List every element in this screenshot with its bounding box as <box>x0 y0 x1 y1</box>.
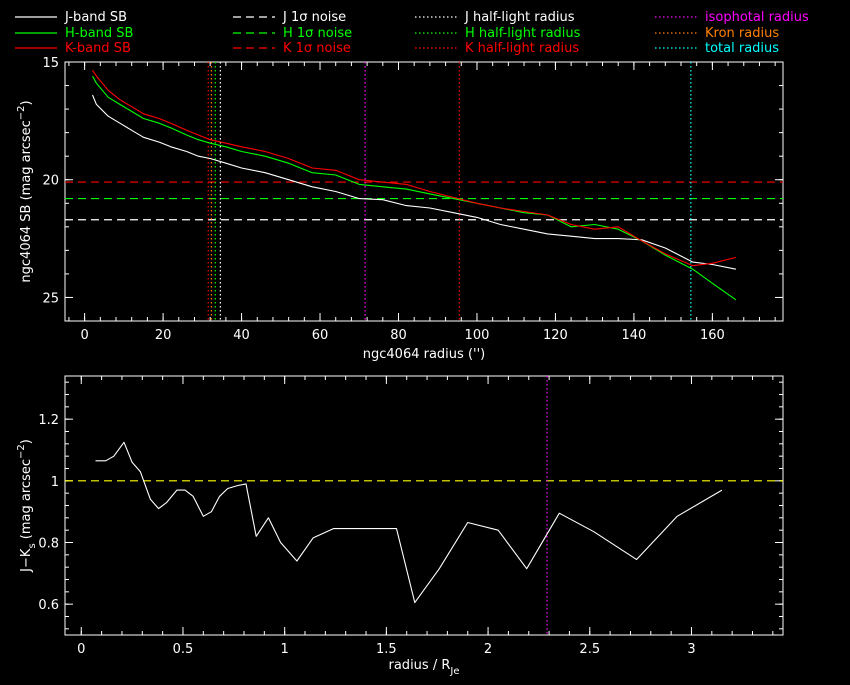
x-tick-label: 60 <box>312 328 329 343</box>
y-axis-label-sub: s <box>27 543 38 548</box>
y-axis-label-close: ) <box>19 439 34 444</box>
color-profile-panel: 0 0.5 1 1.5 2 2.5 3 0.6 0.8 1 1.2 radius / RJe J−Ks … <box>16 375 784 677</box>
legend-entry-k-1-noise: K 1σ noise <box>233 41 351 56</box>
legend-entry-j-1-noise: J 1σ noise <box>233 10 346 25</box>
legend-entry-h-half-light-radius: H half-light radius <box>415 26 581 41</box>
x-tick-label: 80 <box>390 328 407 343</box>
x-tick-label: 1.5 <box>376 642 397 657</box>
x-tick-label: 0 <box>80 328 88 343</box>
x-tick-label: 100 <box>465 328 490 343</box>
y-axis-label-text: J−K <box>19 548 34 573</box>
y-tick-label: 1 <box>51 475 59 490</box>
legend-entry-k-band-sb: K-band SB <box>15 41 131 56</box>
y-tick-label: 15 <box>42 56 59 71</box>
y-axis-label-rest: (mag arcsec <box>19 459 34 543</box>
legend-entry-h-band-sb: H-band SB <box>15 26 133 41</box>
legend-entry-total-radius: total radius <box>655 41 779 56</box>
y-tick-label: 20 <box>42 174 59 189</box>
x-tick-label: 2 <box>484 642 492 657</box>
legend-label: H 1σ noise <box>283 26 352 41</box>
legend-label: total radius <box>705 41 779 56</box>
x-tick-label: 3 <box>687 642 695 657</box>
legend-label: K 1σ noise <box>283 41 351 56</box>
legend-label: K-band SB <box>65 41 131 56</box>
legend-label: J-band SB <box>64 10 127 25</box>
series-line-j-k <box>95 441 723 604</box>
legend-entry-j-half-light-radius: J half-light radius <box>415 10 575 25</box>
x-tick-label: 0.5 <box>173 642 194 657</box>
x-tick-label: 120 <box>543 328 568 343</box>
x-tick-label: 0 <box>77 642 85 657</box>
x-axis-label: radius / RJe <box>389 658 460 677</box>
x-axis-label: ngc4064 radius ('') <box>363 347 485 362</box>
y-tick-label: 0.8 <box>38 537 59 552</box>
x-tick-label: 2.5 <box>579 642 600 657</box>
series-line-k-band-sb <box>92 69 737 267</box>
y-axis-label: J−Ks (mag arcsec−2) <box>16 439 38 573</box>
x-axis-label-sub: Je <box>449 666 459 677</box>
sb-profile-panel: 0 20 40 60 80 100 120 140 160 15 20 25 ngc4064 radiu… <box>16 56 784 362</box>
legend-entry-kron-radius: Kron radius <box>655 26 779 41</box>
legend-label: H half-light radius <box>465 26 581 41</box>
x-tick-label: 140 <box>621 328 646 343</box>
legend-label: Kron radius <box>705 26 779 41</box>
x-tick-label: 40 <box>233 328 250 343</box>
legend-label: K half-light radius <box>465 41 579 56</box>
legend-entry-h-1-noise: H 1σ noise <box>233 26 352 41</box>
y-axis-label-sup: −2 <box>16 105 27 120</box>
y-axis-label-sup: −2 <box>16 444 27 459</box>
legend-entry-j-band-sb: J-band SB <box>15 10 127 25</box>
x-tick-label: 160 <box>700 328 725 343</box>
plot-area <box>65 62 783 321</box>
plot-frame <box>64 61 784 322</box>
legend-label: H-band SB <box>65 26 133 41</box>
series-line-j-band-sb <box>91 94 737 270</box>
x-axis-label-text: ngc4064 radius ('') <box>363 347 485 362</box>
y-axis-label-close: ) <box>19 100 34 105</box>
x-tick-label: 20 <box>155 328 172 343</box>
legend-label: isophotal radius <box>705 10 809 25</box>
legend-label: J 1σ noise <box>282 10 346 25</box>
y-tick-label: 0.6 <box>38 598 59 613</box>
legend-entry-k-half-light-radius: K half-light radius <box>415 41 579 56</box>
y-axis-label-text: ngc4064 SB (mag arcsec <box>19 120 34 282</box>
y-tick-label: 1.2 <box>38 413 59 428</box>
legend-entry-isophotal-radius: isophotal radius <box>655 10 809 25</box>
plot-area <box>65 376 783 635</box>
legend-label: J half-light radius <box>464 10 575 25</box>
x-tick-label: 1 <box>281 642 289 657</box>
x-axis-label-text: radius / R <box>389 658 451 673</box>
y-axis-label: ngc4064 SB (mag arcsec−2) <box>16 100 34 282</box>
series-line-h-band-sb <box>92 75 737 301</box>
y-tick-label: 25 <box>42 291 59 306</box>
